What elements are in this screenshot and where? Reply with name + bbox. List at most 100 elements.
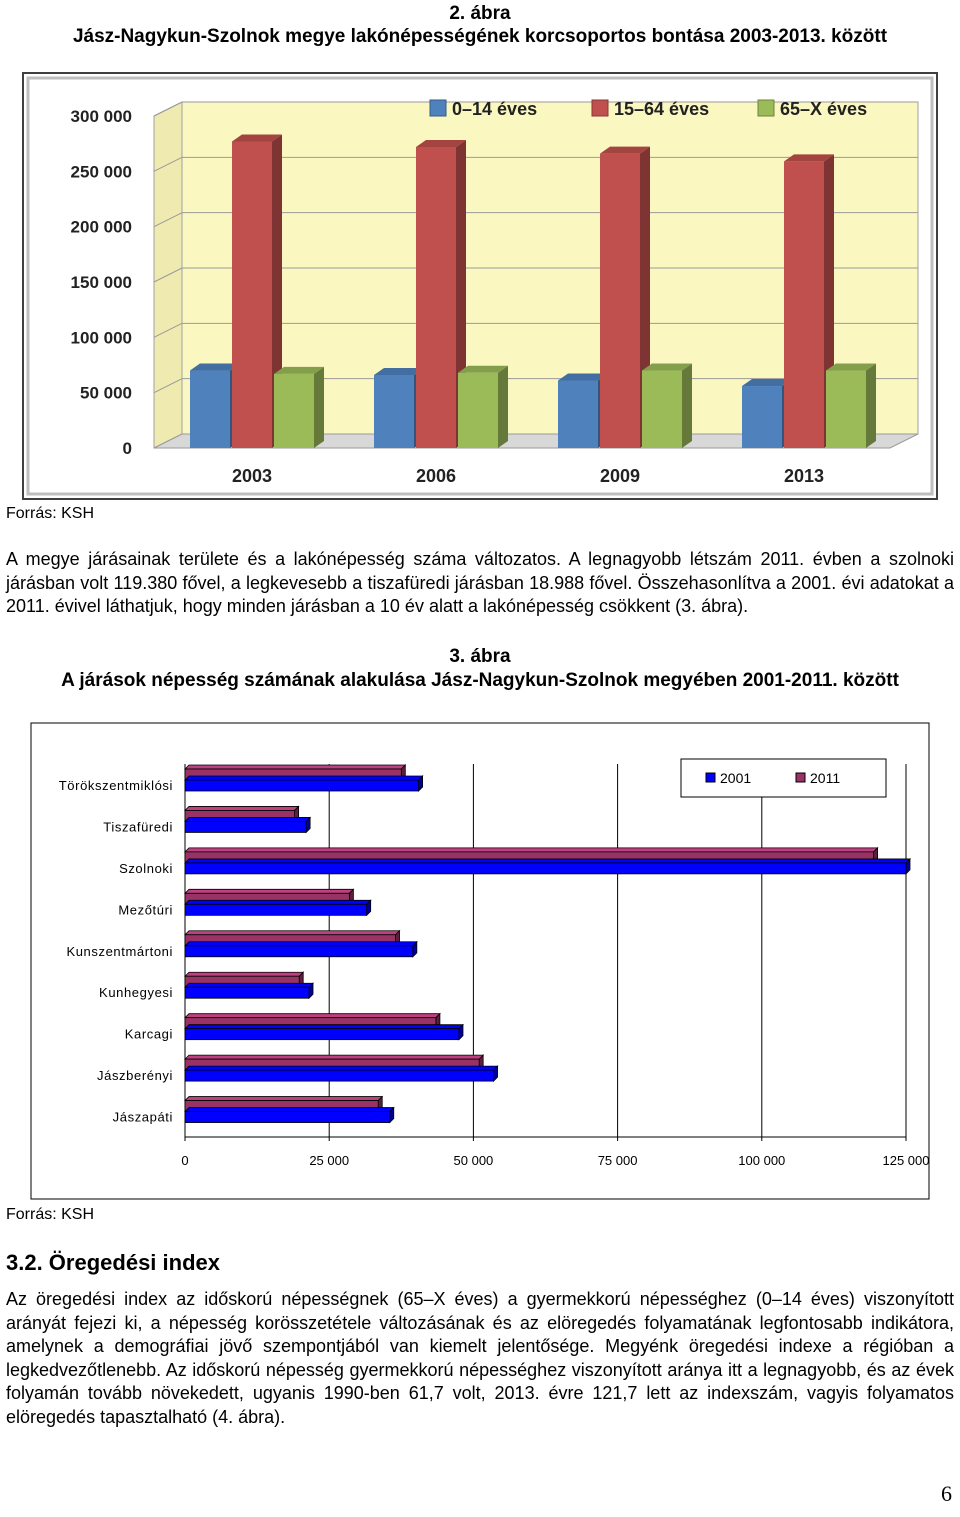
bar-front <box>600 153 640 449</box>
bar-top <box>458 365 508 373</box>
figure-3-number: 3. ábra <box>449 646 511 667</box>
category-label: Karcagi <box>125 1027 173 1042</box>
bar-top <box>642 363 692 371</box>
bar-top <box>558 373 608 381</box>
gridline-side <box>153 212 183 228</box>
bar-side <box>314 366 324 448</box>
y-tick-label: 250 000 <box>71 162 132 181</box>
bar-top <box>184 1065 499 1071</box>
bar-top <box>184 1024 464 1030</box>
bar-front <box>184 1069 494 1082</box>
x-tick-label: 2003 <box>232 466 272 486</box>
bar-top <box>184 941 418 947</box>
bar <box>184 982 314 1000</box>
x-tick-label: 125 000 <box>883 1153 930 1168</box>
bar-top <box>184 982 314 988</box>
bar-top <box>184 1013 441 1019</box>
bar <box>642 363 692 448</box>
bar-front <box>742 386 782 448</box>
paragraph-1: A megye járásainak területe és a lakónép… <box>6 549 954 616</box>
bar-front <box>184 945 414 958</box>
figure-3-source: Forrás: KSH <box>6 1206 95 1223</box>
category-label: Mezőtúri <box>118 902 173 917</box>
legend-label: 0–14 éves <box>452 99 537 119</box>
bar-top <box>184 930 401 936</box>
bar <box>458 365 508 448</box>
bar-top <box>184 1054 485 1060</box>
x-tick-label: 50 000 <box>454 1153 494 1168</box>
bar <box>274 366 324 448</box>
gridline-side <box>153 267 183 283</box>
bar-top <box>184 817 312 822</box>
chart-frame <box>30 722 930 1200</box>
bar <box>184 929 401 947</box>
category-label: Törökszentmiklósi <box>59 778 173 793</box>
x-tick-label: 25 000 <box>309 1153 349 1168</box>
bar-front <box>184 986 310 999</box>
x-tick-label: 0 <box>181 1153 188 1168</box>
category-label: Kunszentmártoni <box>66 944 173 959</box>
x-tick-label: 2013 <box>784 466 824 486</box>
chart-inner-frame <box>26 76 934 496</box>
bar-top <box>184 971 305 977</box>
x-tick-label: 100 000 <box>738 1153 785 1168</box>
bar <box>232 134 282 448</box>
bar <box>184 1023 464 1041</box>
bar-top <box>184 847 879 853</box>
y-tick-label: 100 000 <box>71 328 132 347</box>
bar-front <box>274 373 314 448</box>
district-population-bar-chart: 0 25 000 50 000 75 000 100 000 125 000 Töröksz… <box>30 722 930 1200</box>
bar-front <box>184 1028 460 1041</box>
bar-front <box>458 372 498 448</box>
bar <box>826 363 876 448</box>
legend-swatch <box>795 772 806 783</box>
bar-top <box>184 899 372 905</box>
bar <box>184 1106 395 1124</box>
bar-top <box>374 367 424 375</box>
figure-2-title: Jász-Nagykun-Szolnok megye lakónépességé… <box>72 26 888 47</box>
bar-side <box>866 363 876 448</box>
legend-label: 65–X éves <box>780 99 867 119</box>
bar-top <box>184 1107 395 1112</box>
y-tick-label: 150 000 <box>71 273 132 292</box>
bar-front <box>784 161 824 448</box>
bar-top <box>184 806 300 811</box>
bar-front <box>374 374 414 448</box>
figure-2-source: Forrás: KSH <box>6 505 95 522</box>
bar-top <box>190 363 240 371</box>
bar <box>184 940 418 958</box>
legend-label: 2011 <box>810 770 840 786</box>
x-tick-label: 75 000 <box>598 1153 638 1168</box>
bar <box>184 857 911 875</box>
bar-top <box>826 363 876 371</box>
bar-top <box>184 764 407 770</box>
section-paragraph: Az öregedési index az időskorú népességn… <box>6 1289 954 1427</box>
bar <box>184 1065 499 1083</box>
bar-top <box>184 858 911 864</box>
y-tick-label: 0 <box>123 439 132 458</box>
x-tick-label: 2009 <box>600 466 640 486</box>
bar-top <box>184 888 355 894</box>
category-label: Jászberényi <box>97 1068 173 1083</box>
figure-3-title: A járások népesség számának alakulása Já… <box>61 670 899 691</box>
legend-swatch <box>757 99 775 117</box>
bar-side <box>682 363 692 448</box>
bar-top <box>184 1096 384 1101</box>
bar-top <box>416 139 466 147</box>
y-tick-label: 200 000 <box>71 218 132 237</box>
bar <box>184 775 424 792</box>
bar-front <box>826 370 866 448</box>
bar-top <box>184 775 424 781</box>
bar-front <box>184 821 307 833</box>
category-label: Jászapáti <box>113 1110 173 1125</box>
x-tick-label: 2006 <box>416 466 456 486</box>
bar-front <box>184 903 368 916</box>
bar-front <box>416 146 456 448</box>
category-label: Tiszafüredi <box>103 819 173 834</box>
legend-label: 2001 <box>720 770 751 786</box>
y-tick-label: 300 000 <box>71 107 132 126</box>
bar <box>374 367 424 448</box>
legend-label: 15–64 éves <box>614 99 709 119</box>
bar-front <box>184 779 420 792</box>
bar <box>184 816 312 834</box>
